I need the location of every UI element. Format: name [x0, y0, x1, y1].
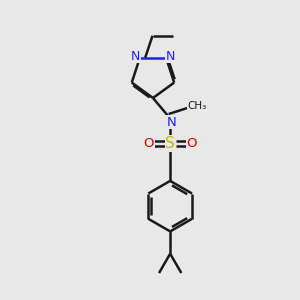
Text: N: N [166, 50, 175, 63]
Text: O: O [143, 137, 154, 150]
Text: N: N [131, 50, 140, 63]
Text: N: N [167, 116, 176, 128]
Text: O: O [186, 137, 197, 150]
Text: S: S [165, 136, 175, 151]
Text: CH₃: CH₃ [187, 101, 206, 111]
